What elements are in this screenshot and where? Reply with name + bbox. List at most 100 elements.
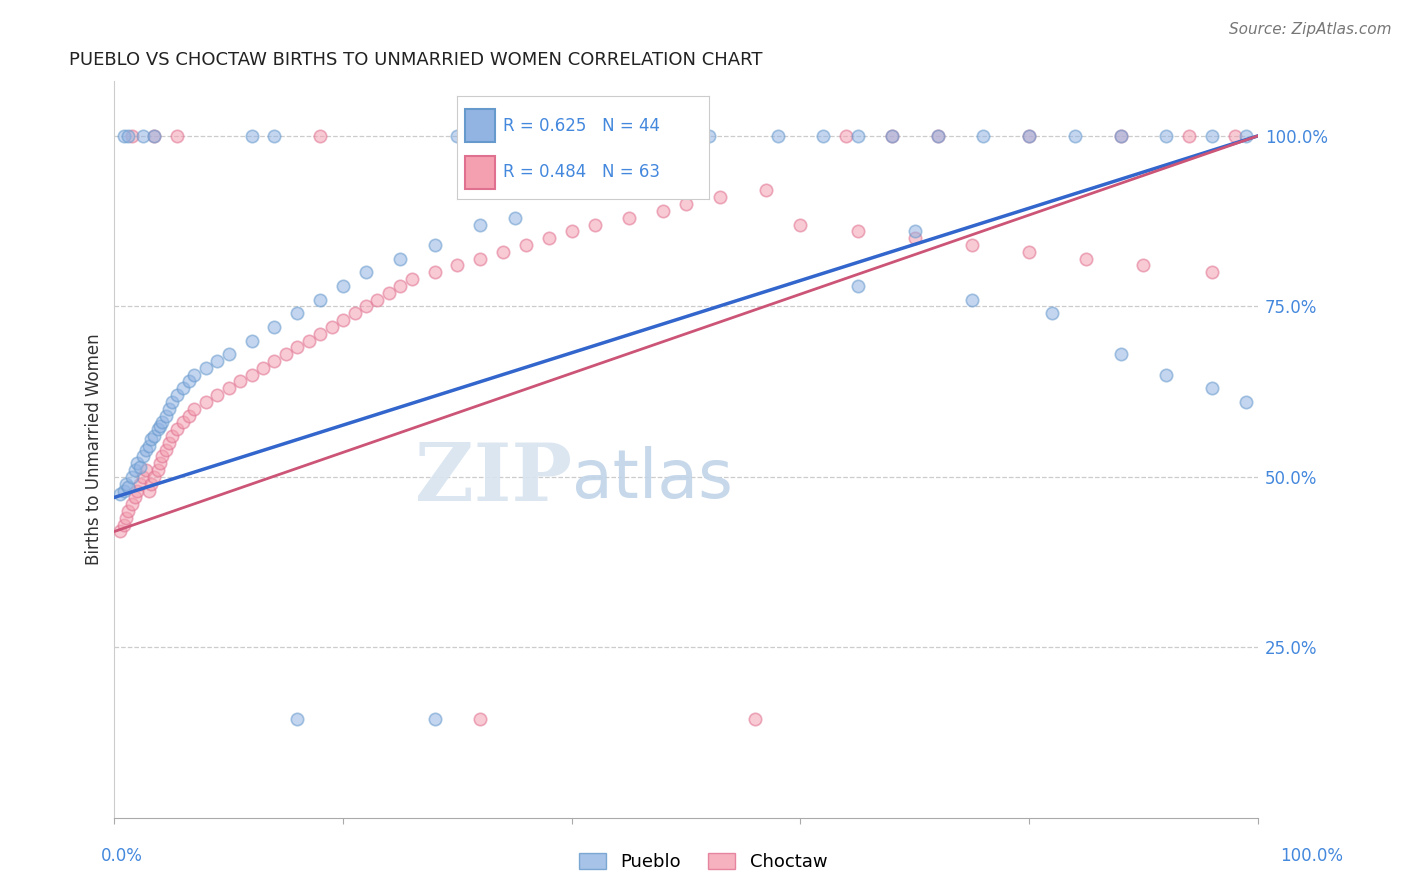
Point [744, 712, 766, 726]
Point [112, 128, 135, 143]
Point [124, 463, 146, 477]
Point [127, 483, 149, 498]
Point [229, 375, 252, 389]
Point [423, 265, 446, 279]
Point [470, 218, 492, 232]
Text: 0.0%: 0.0% [101, 847, 143, 864]
Point [537, 231, 560, 245]
Point [240, 334, 263, 348]
Point [146, 463, 169, 477]
Point [927, 128, 949, 143]
Point [115, 476, 138, 491]
Point [172, 381, 194, 395]
Point [880, 128, 903, 143]
Point [252, 360, 274, 375]
Point [263, 128, 285, 143]
Point [503, 211, 526, 225]
Point [446, 128, 468, 143]
Point [138, 483, 160, 498]
Point [117, 480, 139, 494]
Point [1223, 128, 1246, 143]
Point [309, 326, 332, 341]
Point [835, 128, 858, 143]
Point [503, 128, 526, 143]
Legend: Pueblo, Choctaw: Pueblo, Choctaw [572, 846, 834, 879]
Text: 100.0%: 100.0% [1279, 847, 1343, 864]
Point [960, 293, 983, 307]
Point [309, 128, 332, 143]
Point [155, 409, 177, 423]
Point [274, 347, 297, 361]
Point [880, 128, 903, 143]
Point [157, 401, 180, 416]
Point [240, 368, 263, 382]
Point [1178, 128, 1201, 143]
Point [1156, 368, 1178, 382]
Point [263, 319, 285, 334]
Text: atlas: atlas [572, 446, 733, 512]
Point [401, 272, 423, 286]
Point [117, 128, 139, 143]
Point [132, 470, 155, 484]
Point [121, 497, 143, 511]
Point [561, 224, 583, 238]
Point [166, 128, 188, 143]
Point [1201, 265, 1223, 279]
Point [298, 334, 321, 348]
Point [1018, 244, 1040, 259]
Point [583, 218, 606, 232]
Point [135, 463, 157, 477]
Point [697, 128, 720, 143]
Point [121, 470, 143, 484]
Point [343, 306, 366, 320]
Point [160, 429, 183, 443]
Point [132, 450, 155, 464]
Point [121, 128, 143, 143]
Point [423, 238, 446, 252]
Point [755, 184, 778, 198]
Point [183, 401, 205, 416]
Text: ZIP: ZIP [415, 440, 572, 518]
Point [138, 439, 160, 453]
Point [972, 128, 994, 143]
Point [285, 340, 308, 354]
Point [321, 319, 343, 334]
Point [1018, 128, 1040, 143]
Point [1201, 381, 1223, 395]
Point [240, 128, 263, 143]
Point [766, 128, 789, 143]
Point [143, 128, 166, 143]
Point [927, 128, 949, 143]
Point [112, 517, 135, 532]
Point [1040, 306, 1063, 320]
Point [1109, 347, 1132, 361]
Point [1018, 128, 1040, 143]
Point [846, 224, 869, 238]
Point [218, 381, 240, 395]
Point [135, 442, 157, 457]
Point [1234, 128, 1257, 143]
Point [172, 415, 194, 429]
Point [139, 476, 162, 491]
Point [789, 218, 811, 232]
Point [470, 252, 492, 266]
Point [366, 293, 388, 307]
Point [117, 504, 139, 518]
Point [108, 487, 131, 501]
Point [1109, 128, 1132, 143]
Point [515, 238, 537, 252]
Point [813, 128, 835, 143]
Point [146, 422, 169, 436]
Point [470, 712, 492, 726]
Text: PUEBLO VS CHOCTAW BIRTHS TO UNMARRIED WOMEN CORRELATION CHART: PUEBLO VS CHOCTAW BIRTHS TO UNMARRIED WO… [69, 51, 762, 69]
Point [709, 190, 731, 204]
Point [132, 128, 155, 143]
Point [152, 450, 174, 464]
Point [904, 224, 927, 238]
Point [285, 306, 308, 320]
Point [285, 712, 308, 726]
Point [166, 422, 188, 436]
Point [207, 354, 229, 368]
Point [166, 388, 188, 402]
Point [155, 442, 177, 457]
